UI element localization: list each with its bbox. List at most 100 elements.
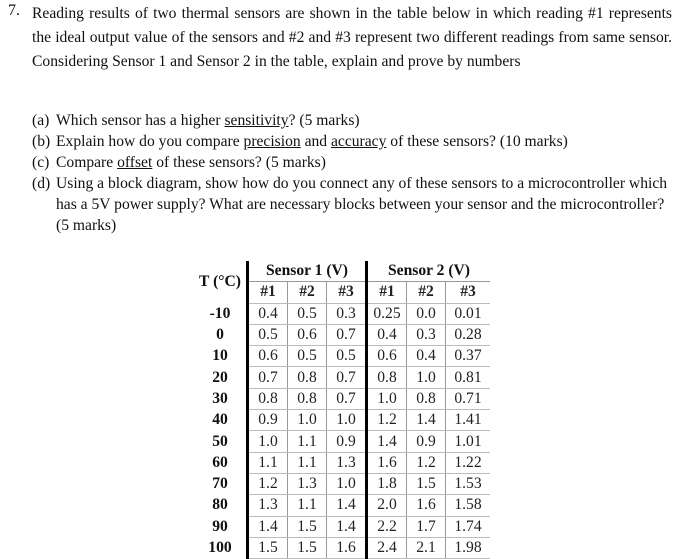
- question-part: (d) Using a block diagram, show how do yo…: [32, 173, 672, 236]
- table-row: 80 1.3 1.1 1.4 2.0 1.6 1.58: [194, 494, 490, 517]
- reading-subheader: #2: [287, 281, 327, 304]
- reading-cell: 1.4: [406, 409, 446, 432]
- sensor-readings-table: T (°C) Sensor 1 (V) Sensor 2 (V) #1 #2 #3 #…: [194, 261, 490, 559]
- question-intro: Reading results of two thermal sensors a…: [32, 5, 672, 70]
- temperature-cell: 50: [212, 432, 228, 450]
- reading-subheader: #3: [326, 281, 367, 304]
- table-row: 100 1.5 1.5 1.6 2.4 2.1 1.98: [194, 537, 490, 559]
- text: Compare: [56, 154, 118, 171]
- reading-cell: 1.0: [326, 473, 367, 496]
- table-row: 90 1.4 1.5 1.4 2.2 1.7 1.74: [194, 516, 490, 538]
- part-label: (b): [32, 133, 51, 150]
- table-row: 70 1.2 1.3 1.0 1.8 1.5 1.53: [194, 473, 490, 496]
- reading-cell: 1.98: [445, 537, 490, 559]
- reading-cell: 1.4: [326, 516, 367, 538]
- reading-cell: 0.7: [326, 388, 367, 411]
- text: of these sensors? (5 marks): [152, 154, 326, 171]
- temperature-cell: 30: [212, 389, 228, 407]
- reading-cell: 1.5: [287, 516, 327, 538]
- underlined-term: sensitivity: [224, 112, 289, 129]
- reading-cell: 1.6: [406, 494, 446, 517]
- reading-cell: 0.4: [365, 324, 407, 347]
- reading-cell: 1.4: [326, 494, 367, 517]
- part-label: (d): [32, 175, 51, 192]
- text: Using a block diagram, show how do you c…: [56, 175, 668, 234]
- reading-cell: 1.0: [326, 409, 367, 432]
- reading-cell: 0.4: [246, 303, 288, 325]
- table-row: 50 1.0 1.1 0.9 1.4 0.9 1.01: [194, 430, 490, 453]
- temperature-cell: 10: [212, 347, 228, 365]
- sensor-1-header: Sensor 1 (V): [246, 261, 367, 283]
- reading-cell: 0.8: [365, 366, 407, 389]
- reading-cell: 1.5: [287, 537, 327, 559]
- reading-cell: 2.0: [365, 494, 407, 517]
- underlined-term: offset: [117, 154, 153, 171]
- reading-cell: 1.0: [406, 366, 446, 389]
- reading-cell: 1.0: [246, 430, 288, 453]
- reading-cell: 1.53: [445, 473, 490, 496]
- reading-cell: 0.7: [326, 324, 367, 347]
- reading-cell: 0.0: [406, 303, 446, 325]
- question-part: (a) Which sensor has a higher sensitivity…: [32, 110, 672, 131]
- reading-cell: 1.3: [246, 494, 288, 517]
- reading-cell: 0.4: [406, 345, 446, 368]
- reading-cell: 0.28: [445, 324, 490, 347]
- reading-cell: 2.1: [406, 537, 446, 559]
- part-text: Compare offset of these sensors? (5 mark…: [56, 152, 672, 173]
- reading-cell: 1.6: [365, 452, 407, 474]
- table-row: 20 0.7 0.8 0.7 0.8 1.0 0.81: [194, 366, 490, 389]
- table-row: 40 0.9 1.0 1.0 1.2 1.4 1.41: [194, 409, 490, 432]
- reading-subheader: #1: [365, 281, 407, 304]
- table-row: 0 0.5 0.6 0.7 0.4 0.3 0.28: [194, 324, 490, 347]
- reading-cell: 0.7: [326, 366, 367, 389]
- part-label: (c): [32, 154, 50, 171]
- reading-cell: 0.37: [445, 345, 490, 368]
- reading-cell: 0.6: [246, 345, 288, 368]
- temperature-cell: 0: [216, 326, 224, 344]
- temperature-cell: 100: [208, 539, 232, 556]
- reading-cell: 0.9: [246, 409, 288, 432]
- reading-cell: 0.5: [287, 303, 327, 325]
- reading-subheader: #1: [246, 281, 288, 304]
- question-number: 7.: [8, 2, 20, 19]
- part-text: Explain how do you compare precision and…: [56, 131, 672, 152]
- reading-cell: 0.9: [326, 430, 367, 453]
- reading-cell: 0.9: [406, 430, 446, 453]
- reading-cell: 0.5: [246, 324, 288, 347]
- reading-cell: 0.8: [287, 388, 327, 411]
- part-text: Using a block diagram, show how do you c…: [56, 173, 672, 236]
- temperature-cell: 60: [212, 453, 228, 471]
- temperature-cell: 20: [212, 368, 228, 386]
- underlined-term: precision: [243, 133, 301, 150]
- question-part: (c) Compare offset of these sensors? (5 m…: [32, 152, 672, 173]
- question-part: (b) Explain how do you compare precision …: [32, 131, 672, 152]
- reading-cell: 1.2: [406, 452, 446, 474]
- reading-cell: 1.1: [246, 452, 288, 474]
- reading-cell: 0.3: [326, 303, 367, 325]
- reading-cell: 0.6: [287, 324, 327, 347]
- temperature-cell: 80: [212, 496, 228, 514]
- reading-cell: 1.3: [287, 473, 327, 496]
- reading-cell: 1.2: [365, 409, 407, 432]
- text: and: [300, 133, 331, 150]
- reading-cell: 1.2: [246, 473, 288, 496]
- reading-cell: 1.41: [445, 409, 490, 432]
- reading-cell: 0.8: [406, 388, 446, 411]
- text: Explain how do you compare: [56, 133, 244, 150]
- sensor-2-header: Sensor 2 (V): [365, 261, 490, 283]
- reading-cell: 1.5: [406, 473, 446, 496]
- reading-cell: 0.71: [445, 388, 490, 411]
- reading-cell: 0.8: [246, 388, 288, 411]
- reading-subheader: #3: [445, 281, 490, 304]
- reading-cell: 1.5: [246, 537, 288, 559]
- reading-cell: 0.81: [445, 366, 490, 389]
- reading-cell: 1.74: [445, 516, 490, 538]
- reading-cell: 1.22: [445, 452, 490, 474]
- reading-cell: 1.7: [406, 516, 446, 538]
- temperature-cell: 90: [212, 517, 228, 535]
- reading-cell: 0.01: [445, 303, 490, 325]
- temperature-cell: -10: [209, 304, 231, 322]
- text: ? (5 marks): [288, 112, 360, 129]
- reading-cell: 0.6: [365, 345, 407, 368]
- reading-cell: 2.4: [365, 537, 407, 559]
